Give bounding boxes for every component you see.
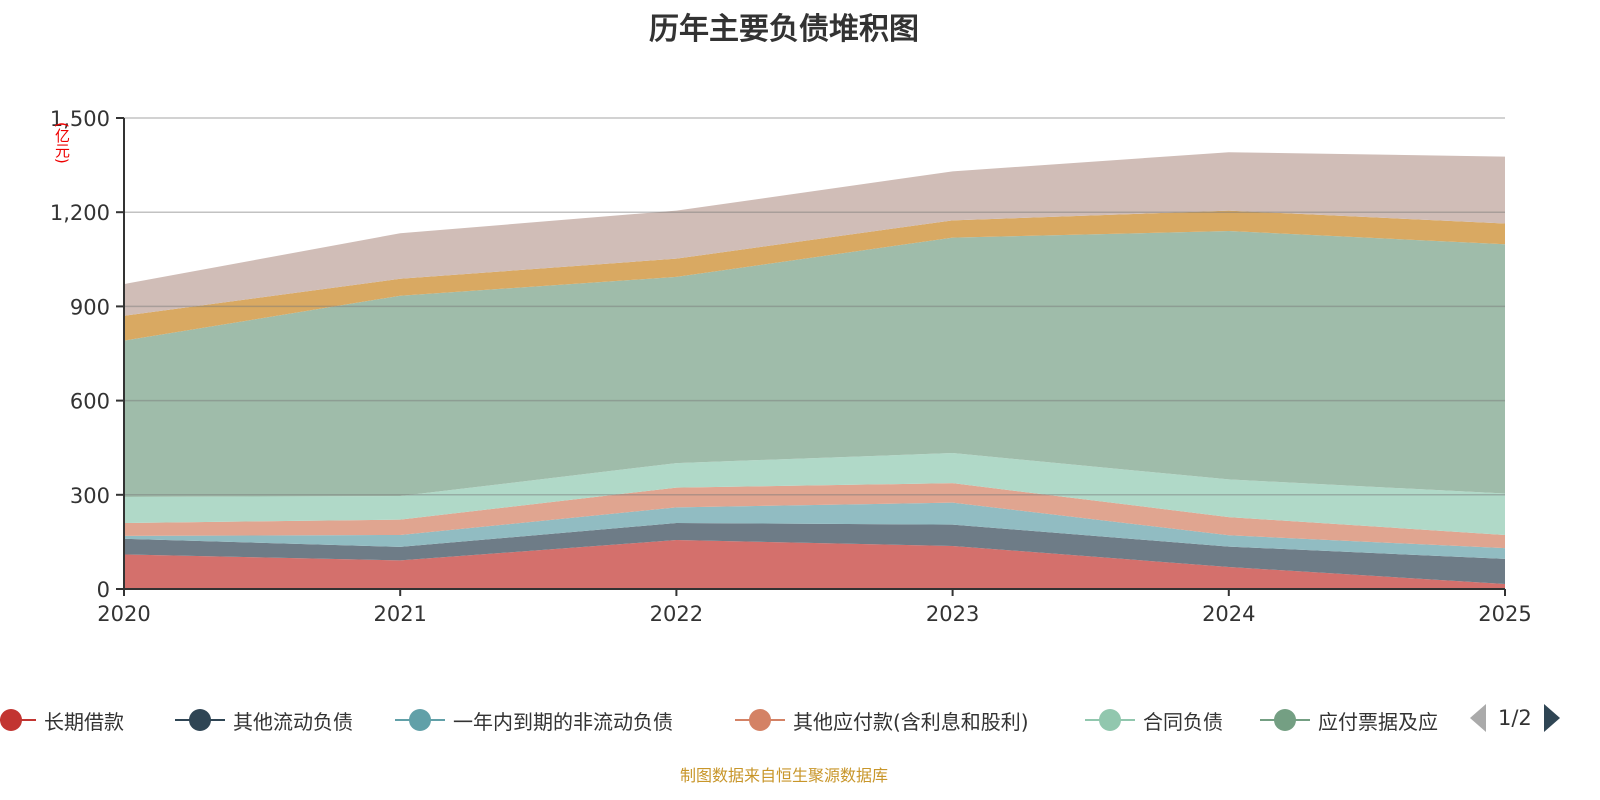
area-series-4 <box>124 483 1505 549</box>
legend-item[interactable]: 合同负债 <box>1085 706 1223 734</box>
x-tick-label: 2023 <box>926 602 979 626</box>
legend-item[interactable]: 其他流动负债 <box>175 706 353 734</box>
legend-item[interactable]: 长期借款 <box>0 706 124 734</box>
legend-label: 一年内到期的非流动负债 <box>453 709 673 734</box>
legend-marker-icon <box>175 706 225 734</box>
area-series-8 <box>124 152 1505 316</box>
legend-label: 其他流动负债 <box>233 709 353 734</box>
legend-marker-icon <box>0 706 36 734</box>
x-tick-label: 2020 <box>97 602 150 626</box>
area-series-3 <box>124 502 1505 559</box>
legend-label: 其他应付款(含利息和股利) <box>793 709 1029 734</box>
x-tick-label: 2024 <box>1202 602 1255 626</box>
legend-next-icon[interactable] <box>1543 704 1560 732</box>
legend-marker-icon <box>1260 706 1310 734</box>
y-tick-label: 900 <box>70 295 110 319</box>
legend-prev-icon[interactable] <box>1470 704 1486 732</box>
y-tick-label: 1,500 <box>50 107 110 131</box>
y-tick-label: 600 <box>70 390 110 414</box>
area-series-5 <box>124 453 1505 535</box>
y-axis-unit: (亿元) <box>53 122 71 164</box>
area-series-6 <box>124 231 1505 497</box>
legend-item[interactable]: 一年内到期的非流动负债 <box>395 706 673 734</box>
legend-label: 长期借款 <box>44 709 124 734</box>
chart-title: 历年主要负债堆积图 <box>649 12 919 47</box>
legend-pager: 1/2 <box>1470 704 1560 732</box>
y-tick-label: 0 <box>97 578 110 602</box>
y-tick-label: 300 <box>70 484 110 508</box>
area-series-2 <box>124 523 1505 584</box>
x-tick-label: 2021 <box>373 602 426 626</box>
legend-item[interactable]: 应付票据及应 <box>1260 706 1465 734</box>
x-tick-label: 2022 <box>650 602 703 626</box>
legend-page-indicator: 1/2 <box>1498 706 1532 730</box>
legend-label: 合同负债 <box>1143 709 1223 734</box>
area-series-1 <box>124 540 1505 589</box>
legend-marker-icon <box>395 706 445 734</box>
legend-label: 应付票据及应 <box>1318 709 1438 734</box>
x-tick-label: 2025 <box>1478 602 1531 626</box>
legend-item[interactable]: 其他应付款(含利息和股利) <box>735 706 1029 734</box>
area-series-7 <box>124 210 1505 341</box>
legend-marker-icon <box>1085 706 1135 734</box>
legend-marker-icon <box>735 706 785 734</box>
data-source-footer: 制图数据来自恒生聚源数据库 <box>679 766 888 785</box>
y-tick-label: 1,200 <box>50 201 110 225</box>
